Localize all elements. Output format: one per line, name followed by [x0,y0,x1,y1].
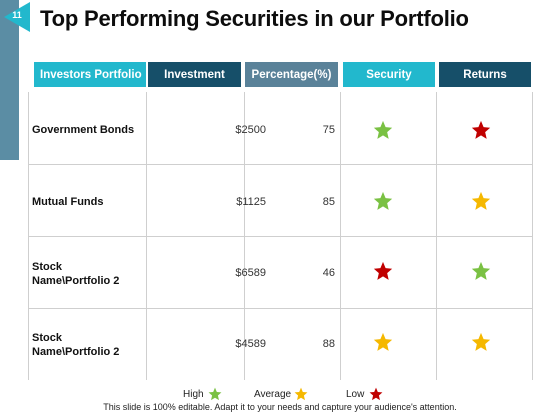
slide-title: Top Performing Securities in our Portfol… [40,6,469,31]
header-investment: Investment [148,62,241,87]
legend-average-star-icon [294,387,308,401]
row-name: Stock Name\Portfolio 2 [32,260,119,288]
row-name-line: Name\Portfolio 2 [32,275,120,287]
legend-low-star-icon [369,387,383,401]
security-star-icon [373,120,393,139]
table-divider [28,308,533,309]
row-investment: $4589 [235,338,266,350]
security-star-icon [373,332,393,351]
legend-high-star-icon [208,387,222,401]
row-percentage: 75 [322,124,335,136]
header-investors-portfolio: Investors Portfolio [34,62,146,87]
legend-high-label: High [183,389,204,400]
row-name: Stock Name\Portfolio 2 [32,331,119,359]
row-name: Mutual Funds [32,196,104,208]
returns-star-icon [471,261,491,280]
row-investment: $2500 [235,124,266,136]
row-percentage: 85 [322,196,335,208]
table-divider [28,236,533,237]
row-name-line: Stock [32,332,62,344]
table-divider [28,164,533,165]
slide-number-badge: 11 [4,2,30,32]
slide-number: 11 [12,10,22,20]
security-star-icon [373,191,393,210]
row-investment: $6589 [235,267,266,279]
returns-star-icon [471,332,491,351]
row-percentage: 46 [322,267,335,279]
header-security: Security [343,62,435,87]
portfolio-table: Government Bonds $2500 75 Mutual Funds $… [28,92,533,382]
footer-note: This slide is 100% editable. Adapt it to… [103,402,457,412]
header-percentage: Percentage(%) [245,62,338,87]
returns-star-icon [471,120,491,139]
row-investment: $1125 [236,196,266,208]
header-returns: Returns [439,62,531,87]
security-star-icon [373,261,393,280]
returns-star-icon [471,191,491,210]
row-name-line: Stock [32,261,62,273]
legend-low-label: Low [346,389,365,400]
accent-bar [0,0,19,160]
legend-average-label: Average [254,389,292,400]
row-name-line: Name\Portfolio 2 [32,346,120,358]
row-percentage: 88 [322,338,335,350]
row-name: Government Bonds [32,124,135,136]
